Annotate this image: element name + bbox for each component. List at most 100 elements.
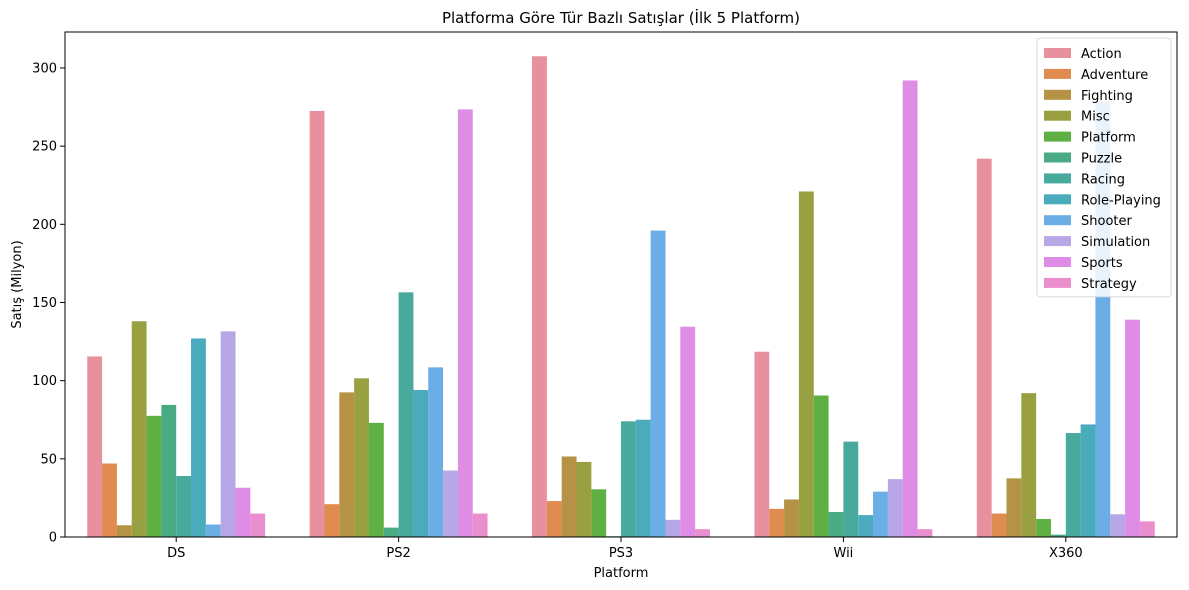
bar-simulation-ps2 — [443, 470, 458, 537]
legend-label-simulation: Simulation — [1081, 235, 1150, 250]
bar-platform-ps3 — [591, 489, 607, 537]
bar-simulation-ps3 — [665, 519, 681, 537]
bar-racing-ps2 — [398, 292, 414, 537]
legend-swatch-racing — [1044, 173, 1071, 184]
legend-label-role-playing: Role-Playing — [1081, 193, 1161, 208]
x-tick-label: X360 — [1049, 546, 1083, 561]
x-tick-label: PS2 — [386, 546, 410, 561]
legend-swatch-strategy — [1044, 277, 1071, 288]
bar-strategy-ps2 — [472, 513, 488, 537]
bar-shooter-ps2 — [428, 367, 444, 537]
bar-misc-ds — [131, 321, 147, 537]
bars-group — [87, 56, 1155, 538]
bar-adventure-ds — [102, 463, 117, 537]
bar-role-playing-x360 — [1080, 424, 1096, 537]
bar-racing-ps3 — [621, 421, 636, 537]
bar-platform-x360 — [1036, 519, 1051, 537]
bar-action-x360 — [976, 158, 992, 537]
legend-label-platform: Platform — [1081, 131, 1136, 146]
bar-puzzle-ps2 — [383, 527, 399, 537]
bar-strategy-wii — [917, 529, 933, 537]
legend-swatch-puzzle — [1044, 152, 1071, 163]
y-tick-label: 0 — [49, 531, 57, 546]
legend: Action Adventure Fighting Misc Platform Puzzl… — [1036, 37, 1172, 298]
x-tick-label: Wii — [834, 546, 854, 561]
legend-label-racing: Racing — [1081, 172, 1125, 187]
legend-swatch-fighting — [1044, 89, 1071, 100]
bar-sports-ps3 — [680, 326, 696, 537]
legend-label-strategy: Strategy — [1081, 277, 1137, 292]
legend-label-sports: Sports — [1081, 256, 1123, 271]
bar-sports-ds — [235, 487, 251, 537]
legend-label-shooter: Shooter — [1081, 214, 1132, 229]
bar-shooter-ds — [205, 524, 221, 537]
bar-action-ds — [87, 356, 103, 537]
bar-sports-wii — [902, 80, 918, 537]
bar-simulation-x360 — [1110, 514, 1126, 537]
bar-sports-x360 — [1125, 319, 1140, 537]
bar-fighting-ds — [116, 525, 132, 537]
bar-platform-ps2 — [368, 422, 384, 537]
legend-label-fighting: Fighting — [1081, 89, 1133, 104]
bar-puzzle-ds — [161, 404, 177, 537]
bar-racing-wii — [843, 441, 859, 537]
bar-adventure-x360 — [991, 513, 1007, 537]
bar-misc-ps3 — [576, 461, 592, 537]
legend-swatch-simulation — [1044, 236, 1071, 247]
y-axis-label: Satış (Milyon) — [10, 240, 25, 328]
bar-strategy-x360 — [1139, 521, 1155, 537]
legend-label-action: Action — [1081, 47, 1122, 62]
bar-action-ps3 — [532, 56, 547, 537]
bar-adventure-wii — [769, 508, 785, 537]
bar-platform-ds — [146, 415, 162, 537]
bar-adventure-ps2 — [324, 504, 340, 537]
legend-swatch-misc — [1044, 110, 1071, 121]
y-tick-label: 200 — [32, 218, 57, 233]
legend-box — [1036, 37, 1172, 298]
bar-shooter-wii — [873, 491, 888, 537]
bar-misc-wii — [798, 191, 814, 537]
legend-swatch-platform — [1044, 131, 1071, 142]
bar-puzzle-x360 — [1050, 534, 1066, 537]
bar-fighting-ps3 — [561, 456, 577, 537]
legend-swatch-action — [1044, 48, 1071, 58]
y-tick-label: 150 — [32, 296, 57, 311]
legend-label-puzzle: Puzzle — [1081, 152, 1122, 167]
legend-swatch-adventure — [1044, 68, 1071, 79]
legend-swatch-shooter — [1044, 215, 1071, 226]
y-tick-label: 100 — [32, 374, 57, 389]
y-tick-label: 50 — [40, 452, 57, 467]
bar-action-wii — [754, 351, 770, 537]
legend-swatch-role-playing — [1044, 194, 1071, 205]
bar-fighting-wii — [784, 499, 799, 537]
bar-simulation-wii — [887, 479, 903, 537]
y-tick-label: 300 — [32, 61, 57, 76]
legend-label-adventure: Adventure — [1081, 68, 1148, 83]
bar-shooter-ps3 — [650, 230, 666, 537]
y-tick-label: 250 — [32, 140, 57, 155]
x-axis-label: Platform — [594, 566, 649, 581]
bar-racing-x360 — [1065, 433, 1081, 537]
legend-label-misc: Misc — [1081, 110, 1110, 125]
x-tick-label: PS3 — [609, 546, 633, 561]
bar-role-playing-wii — [858, 515, 874, 537]
x-tick-label: DS — [167, 546, 185, 561]
axes: 0 50 100 150 200 250 300 DS PS2 PS3 Wii X360 — [32, 31, 1178, 561]
chart-title: Platforma Göre Tür Bazlı Satışlar (İlk 5… — [442, 8, 800, 27]
bar-adventure-ps3 — [546, 501, 562, 537]
bar-fighting-x360 — [1006, 478, 1022, 537]
bar-role-playing-ps2 — [413, 390, 429, 537]
legend-swatch-sports — [1044, 257, 1071, 267]
bar-simulation-ds — [220, 331, 236, 537]
bar-role-playing-ps3 — [635, 419, 651, 537]
bar-misc-x360 — [1021, 393, 1037, 537]
bar-platform-wii — [813, 395, 829, 537]
bar-role-playing-ds — [191, 338, 206, 537]
bar-puzzle-wii — [828, 511, 844, 537]
bar-misc-ps2 — [354, 378, 369, 537]
bar-fighting-ps2 — [339, 392, 355, 537]
bar-strategy-ds — [250, 513, 266, 537]
bar-action-ps2 — [309, 110, 325, 538]
bar-sports-ps2 — [457, 109, 473, 537]
